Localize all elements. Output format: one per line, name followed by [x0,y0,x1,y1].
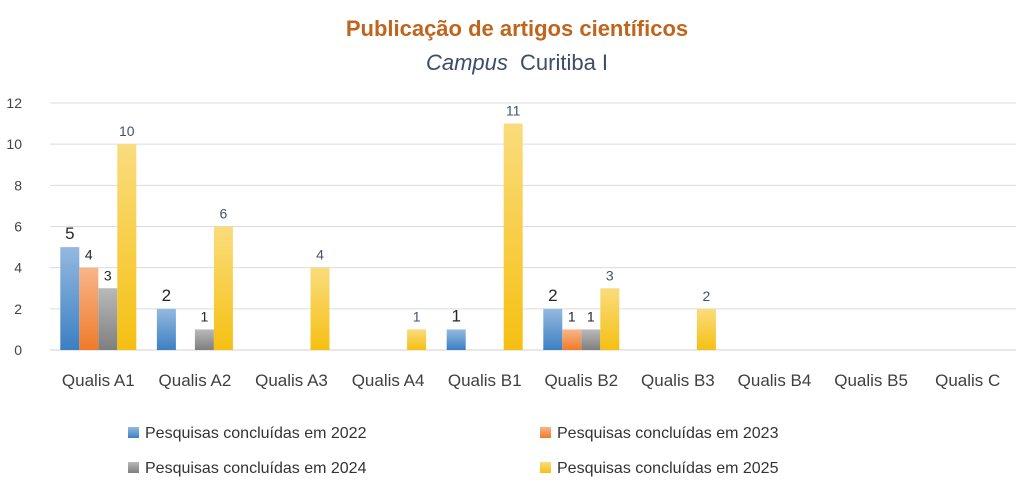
bar [446,329,466,350]
data-label: 2 [703,288,711,304]
chart-subtitle-rest: Curitiba I [520,50,608,75]
chart-subtitle: Campus Curitiba I [426,50,608,75]
legend: Pesquisas concluídas em 2022 Pesquisas co… [128,425,779,477]
x-axis-labels: Qualis A1 Qualis A2 Qualis A3 Qualis A4 Qual… [62,371,1000,390]
chart-title: Publicação de artigos científicos [346,16,688,41]
bar [79,267,99,350]
bar [562,329,582,350]
chart-subtitle-italic: Campus [426,50,508,75]
bar [194,329,214,350]
bar [310,267,330,350]
legend-label: Pesquisas concluídas em 2025 [557,460,779,477]
x-tick-label: Qualis B1 [448,371,522,390]
x-tick-label: Qualis B3 [641,371,715,390]
data-label: 11 [506,103,521,119]
legend-label: Pesquisas concluídas em 2023 [557,425,779,442]
data-label: 1 [587,308,595,324]
x-tick-label: Qualis B4 [738,371,812,390]
data-label: 6 [220,206,228,222]
data-label: 3 [606,267,614,283]
data-label: 5 [65,224,74,243]
data-label: 2 [162,286,171,305]
gridlines [50,102,1016,351]
data-label: 1 [201,308,209,324]
bar [503,123,523,350]
bar [213,226,233,350]
x-tick-label: Qualis A4 [352,371,425,390]
bar [600,288,620,350]
x-tick-label: Qualis C [935,371,1000,390]
y-tick-label: 6 [14,219,22,235]
data-label: 10 [119,123,135,139]
x-tick-label: Qualis A1 [62,371,135,390]
y-tick-label: 10 [6,136,22,152]
y-tick-label: 12 [6,95,22,111]
legend-swatch [540,427,551,438]
x-tick-label: Qualis B2 [544,371,618,390]
bar [60,247,80,350]
data-label: 1 [568,308,576,324]
bar [98,288,118,350]
x-tick-label: Qualis A2 [159,371,232,390]
legend-label: Pesquisas concluídas em 2022 [145,425,367,442]
data-label: 4 [85,247,93,263]
data-label: 3 [104,267,112,283]
bars [60,123,716,350]
legend-swatch [540,462,551,473]
y-tick-label: 0 [14,342,22,358]
data-label: 2 [548,286,557,305]
x-tick-label: Qualis A3 [255,371,328,390]
bar [543,308,563,350]
y-axis-ticks: 0 2 4 6 8 10 12 [6,95,22,358]
y-tick-label: 4 [14,260,22,276]
bar [407,329,427,350]
data-label: 4 [316,247,324,263]
legend-swatch [128,462,139,473]
bar [156,308,176,350]
bar [581,329,601,350]
y-tick-label: 8 [14,177,22,193]
bar [696,308,716,350]
y-tick-label: 2 [14,301,22,317]
data-label: 1 [451,306,460,325]
legend-swatch [128,427,139,438]
data-label: 1 [413,308,421,324]
bar [117,144,137,350]
x-tick-label: Qualis B5 [834,371,908,390]
legend-label: Pesquisas concluídas em 2024 [145,460,367,477]
